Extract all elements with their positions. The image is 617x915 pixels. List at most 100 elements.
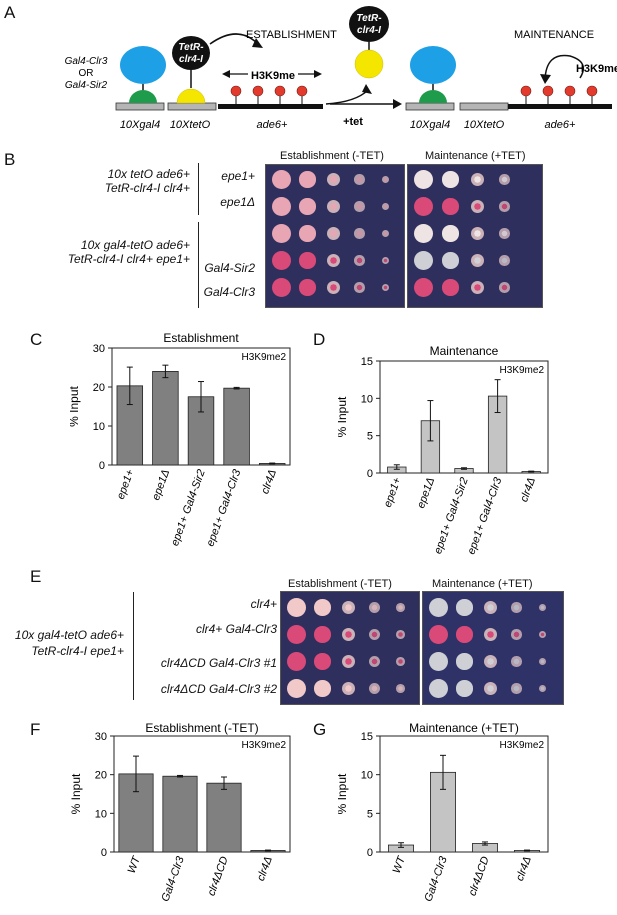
yeast-spot: [538, 684, 547, 693]
yeast-spot: [414, 197, 433, 216]
locus-left-teto: 10XtetO: [170, 119, 211, 131]
yeast-spot: [272, 224, 291, 243]
locus-right-gal4: 10Xgal4: [410, 119, 450, 131]
y-axis-label: % Input: [70, 773, 83, 814]
x-tick-label: epe1+ Gal4-Sir2: [432, 476, 471, 556]
yeast-spot: [314, 599, 331, 616]
yeast-spot: [414, 224, 433, 243]
yeast-spot: [396, 657, 405, 666]
plus-tet-label: +tet: [343, 116, 363, 128]
yeast-spot: [442, 225, 459, 242]
yeast-spot: [456, 653, 473, 670]
yeast-spot: [396, 630, 405, 639]
x-tick-label: epe1+: [382, 475, 404, 509]
y-tick-label: 0: [367, 468, 373, 480]
yeast-spot: [442, 171, 459, 188]
y-tick-label: 0: [367, 847, 373, 859]
h3k9me-label-right: H3K9me: [576, 63, 617, 75]
yeast-spot: [511, 683, 522, 694]
x-tick-label: clr4Δ: [514, 855, 534, 883]
bar: [206, 782, 242, 853]
yeast-spot: [456, 599, 473, 616]
panel-label-d: D: [313, 330, 326, 349]
e-group-line2: TetR-clr4-I epe1+: [31, 644, 124, 658]
y-axis-label: % Input: [70, 385, 81, 426]
yeast-spot: [354, 174, 365, 185]
b-group1-line1: 10x tetO ade6+: [107, 167, 190, 181]
y-tick-label: 5: [367, 808, 373, 820]
y-tick-label: 20: [95, 770, 107, 782]
yeast-spot: [414, 170, 433, 189]
x-tick-label: epe1+ Gal4-Sir2: [169, 468, 208, 548]
yeast-spot: [381, 256, 390, 265]
panel-label-e: E: [30, 567, 42, 586]
b-row-label-4: Gal4-Clr3: [203, 285, 255, 299]
locus-left-gal4: 10Xgal4: [120, 119, 160, 131]
chart-annotation: H3K9me2: [242, 740, 287, 751]
yeast-spot: [470, 280, 485, 295]
effector-blue-shape: [120, 46, 166, 84]
yeast-spot: [511, 656, 522, 667]
e-plate-establishment: [280, 591, 420, 705]
yeast-spot: [538, 630, 547, 639]
yeast-spot: [381, 283, 390, 292]
yeast-spot: [396, 603, 405, 612]
y-tick-label: 20: [93, 382, 105, 394]
y-tick-label: 30: [93, 343, 105, 355]
b-header-maintenance: Maintenance (+TET): [425, 150, 526, 162]
yeast-spot: [483, 627, 498, 642]
y-tick-label: 10: [361, 393, 373, 405]
y-tick-label: 5: [367, 431, 373, 443]
yeast-spot: [299, 171, 316, 188]
tether-label-1: Gal4-Clr3: [65, 56, 108, 67]
yeast-spot: [483, 654, 498, 669]
x-tick-label: epe1Δ: [150, 468, 172, 502]
panel-label-a: A: [4, 3, 16, 22]
e-group-line1: 10x gal4-tetO ade6+: [14, 628, 124, 642]
yeast-spot: [429, 652, 448, 671]
yeast-spot: [299, 225, 316, 242]
chart-annotation: H3K9me2: [242, 352, 287, 363]
yeast-spot: [299, 279, 316, 296]
yeast-spot: [511, 629, 522, 640]
e-row-label-3: clr4ΔCD Gal4-Clr3 #2: [160, 682, 277, 696]
yeast-spot: [326, 280, 341, 295]
yeast-spot: [368, 628, 381, 641]
bar: [162, 775, 198, 853]
plot-frame: [113, 735, 291, 853]
yeast-spot: [499, 201, 510, 212]
chart-title: Maintenance: [430, 345, 499, 358]
chart-g: Maintenance (+TET) H3K9me2 % Input 0 5 10 15 WT…: [338, 722, 549, 903]
y-tick-label: 30: [95, 731, 107, 743]
chart-title: Maintenance (+TET): [409, 722, 519, 735]
teto-site-box: [167, 102, 217, 111]
yeast-spot: [272, 251, 291, 270]
chart-title: Establishment: [163, 331, 239, 345]
yeast-spot: [354, 282, 365, 293]
tetr-yellow-shape: [176, 88, 206, 104]
yeast-spot: [499, 255, 510, 266]
tether-label-3: Gal4-Sir2: [65, 80, 108, 91]
tetr-label-2: clr4-I: [179, 54, 203, 65]
e-row-label-2: clr4ΔCD Gal4-Clr3 #1: [160, 656, 277, 670]
yeast-spot: [287, 625, 306, 644]
b-header-establishment: Establishment (-TET): [280, 150, 384, 162]
x-tick-label: clr4Δ: [255, 855, 275, 883]
y-tick-label: 15: [361, 731, 373, 743]
tetr-clr4-black-shape: [172, 36, 210, 70]
e-header-establishment: Establishment (-TET): [288, 578, 392, 590]
yeast-spot: [429, 598, 448, 617]
yeast-spot: [354, 228, 365, 239]
yeast-spot: [470, 199, 485, 214]
plot-frame: [379, 735, 549, 853]
released-tetr-label-2: clr4-I: [357, 25, 381, 36]
tether-label-2: OR: [79, 68, 94, 79]
yeast-spot: [354, 255, 365, 266]
b-group2-line1: 10x gal4-tetO ade6+: [80, 238, 190, 252]
yeast-spot: [442, 252, 459, 269]
panel-label-f: F: [30, 720, 41, 739]
y-tick-label: 10: [361, 770, 373, 782]
x-tick-label: WT: [126, 854, 144, 875]
ade6-gene-bar: [218, 104, 323, 109]
x-tick-label: Gal4-Clr3: [422, 854, 450, 903]
